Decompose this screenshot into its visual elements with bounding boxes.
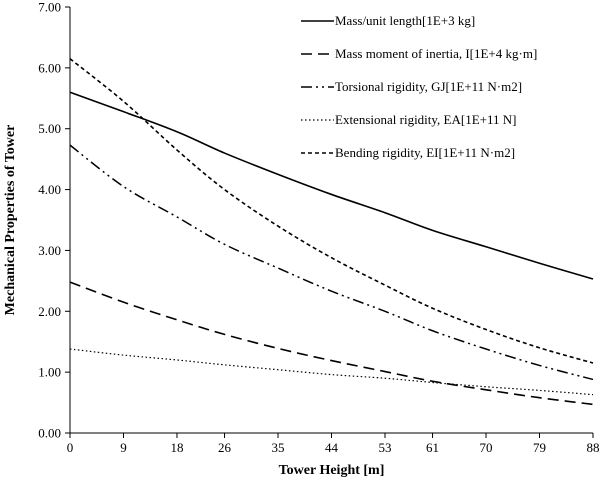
x-axis-title: Tower Height [m]	[279, 463, 385, 478]
legend-label-1: Mass/unit length[1E+3 kg]	[335, 13, 475, 28]
x-tick-label: 53	[378, 440, 391, 455]
x-tick-label: 79	[533, 440, 546, 455]
legend: Mass/unit length[1E+3 kg] Mass moment of …	[301, 13, 537, 160]
x-tick-label: 44	[325, 440, 339, 455]
x-tick-label: 35	[272, 440, 285, 455]
x-tick-label: 61	[426, 440, 439, 455]
series-line-1	[69, 91, 594, 280]
series-line-5	[69, 58, 594, 364]
legend-label-2: Mass moment of inertia, I[1E+4 kg·m]	[335, 46, 537, 61]
series-line-3	[69, 144, 594, 381]
y-tick-label: 6.00	[38, 60, 61, 75]
x-tick-label: 70	[480, 440, 493, 455]
x-tick-label: 9	[120, 440, 127, 455]
legend-label-5: Bending rigidity, EI[1E+11 N·m2]	[335, 145, 515, 160]
y-tick-label: 4.00	[38, 182, 61, 197]
x-tick-label: 26	[218, 440, 232, 455]
x-tick-label: 88	[587, 440, 600, 455]
legend-label-4: Extensional rigidity, EA[1E+11 N]	[335, 112, 516, 127]
y-tick-label: 1.00	[38, 365, 61, 380]
ticks: 0 9 18 26 35 44 53 61 70 79 88 0.00 1.00 2.00 3.00 4.00…	[38, 0, 599, 455]
legend-label-3: Torsional rigidity, GJ[1E+11 N·m2]	[335, 79, 522, 94]
y-tick-label: 7.00	[38, 0, 61, 15]
y-tick-label: 3.00	[38, 243, 61, 258]
series-lines	[69, 58, 594, 406]
y-tick-label: 2.00	[38, 304, 61, 319]
axes	[69, 7, 593, 434]
y-tick-label: 5.00	[38, 121, 61, 136]
series-line-2	[69, 281, 594, 406]
x-tick-label: 18	[170, 440, 183, 455]
y-tick-label: 0.00	[38, 426, 61, 441]
x-tick-label: 0	[67, 440, 74, 455]
series-line-4	[69, 348, 594, 396]
y-axis-title: Mechanical Properties of Tower	[3, 125, 18, 316]
